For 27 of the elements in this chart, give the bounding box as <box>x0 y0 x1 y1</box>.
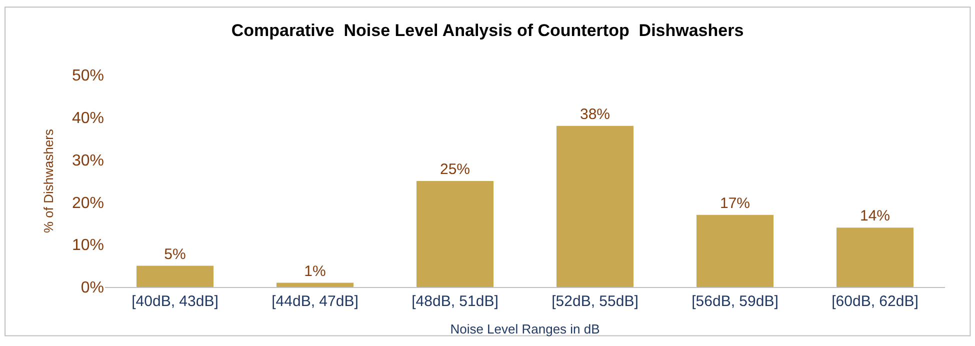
y-tick-label: 10% <box>72 237 104 254</box>
x-tick-label: [60dB, 62dB] <box>832 293 918 310</box>
y-tick-label: 50% <box>72 68 104 85</box>
data-label: 5% <box>164 246 186 263</box>
bar <box>836 228 914 287</box>
x-tick-label: [52dB, 55dB] <box>552 293 638 310</box>
x-tick-label: [40dB, 43dB] <box>132 293 218 310</box>
data-label: 17% <box>720 194 750 212</box>
data-label: 25% <box>440 161 470 178</box>
x-tick-label: [44dB, 47dB] <box>272 293 358 310</box>
bar <box>696 214 774 287</box>
data-label: 38% <box>580 106 610 123</box>
bar <box>556 126 634 287</box>
y-axis-title: % of Dishwashers <box>40 128 56 234</box>
chart-title: Comparative Noise Level Analysis of Countertop Dishwashers <box>231 21 744 40</box>
y-tick-label: 40% <box>72 110 104 127</box>
y-tick-label: 20% <box>72 194 104 212</box>
bar <box>416 181 494 287</box>
bar <box>136 266 214 287</box>
data-label: 14% <box>860 208 890 225</box>
bar <box>276 282 354 287</box>
x-tick-label: [48dB, 51dB] <box>412 293 498 310</box>
y-tick-label: 30% <box>72 152 104 170</box>
x-tick-label: [56dB, 59dB] <box>692 293 778 310</box>
x-axis-title: Noise Level Ranges in dB <box>450 322 600 337</box>
y-tick-label: 0% <box>80 280 104 297</box>
data-label: 1% <box>304 262 326 280</box>
